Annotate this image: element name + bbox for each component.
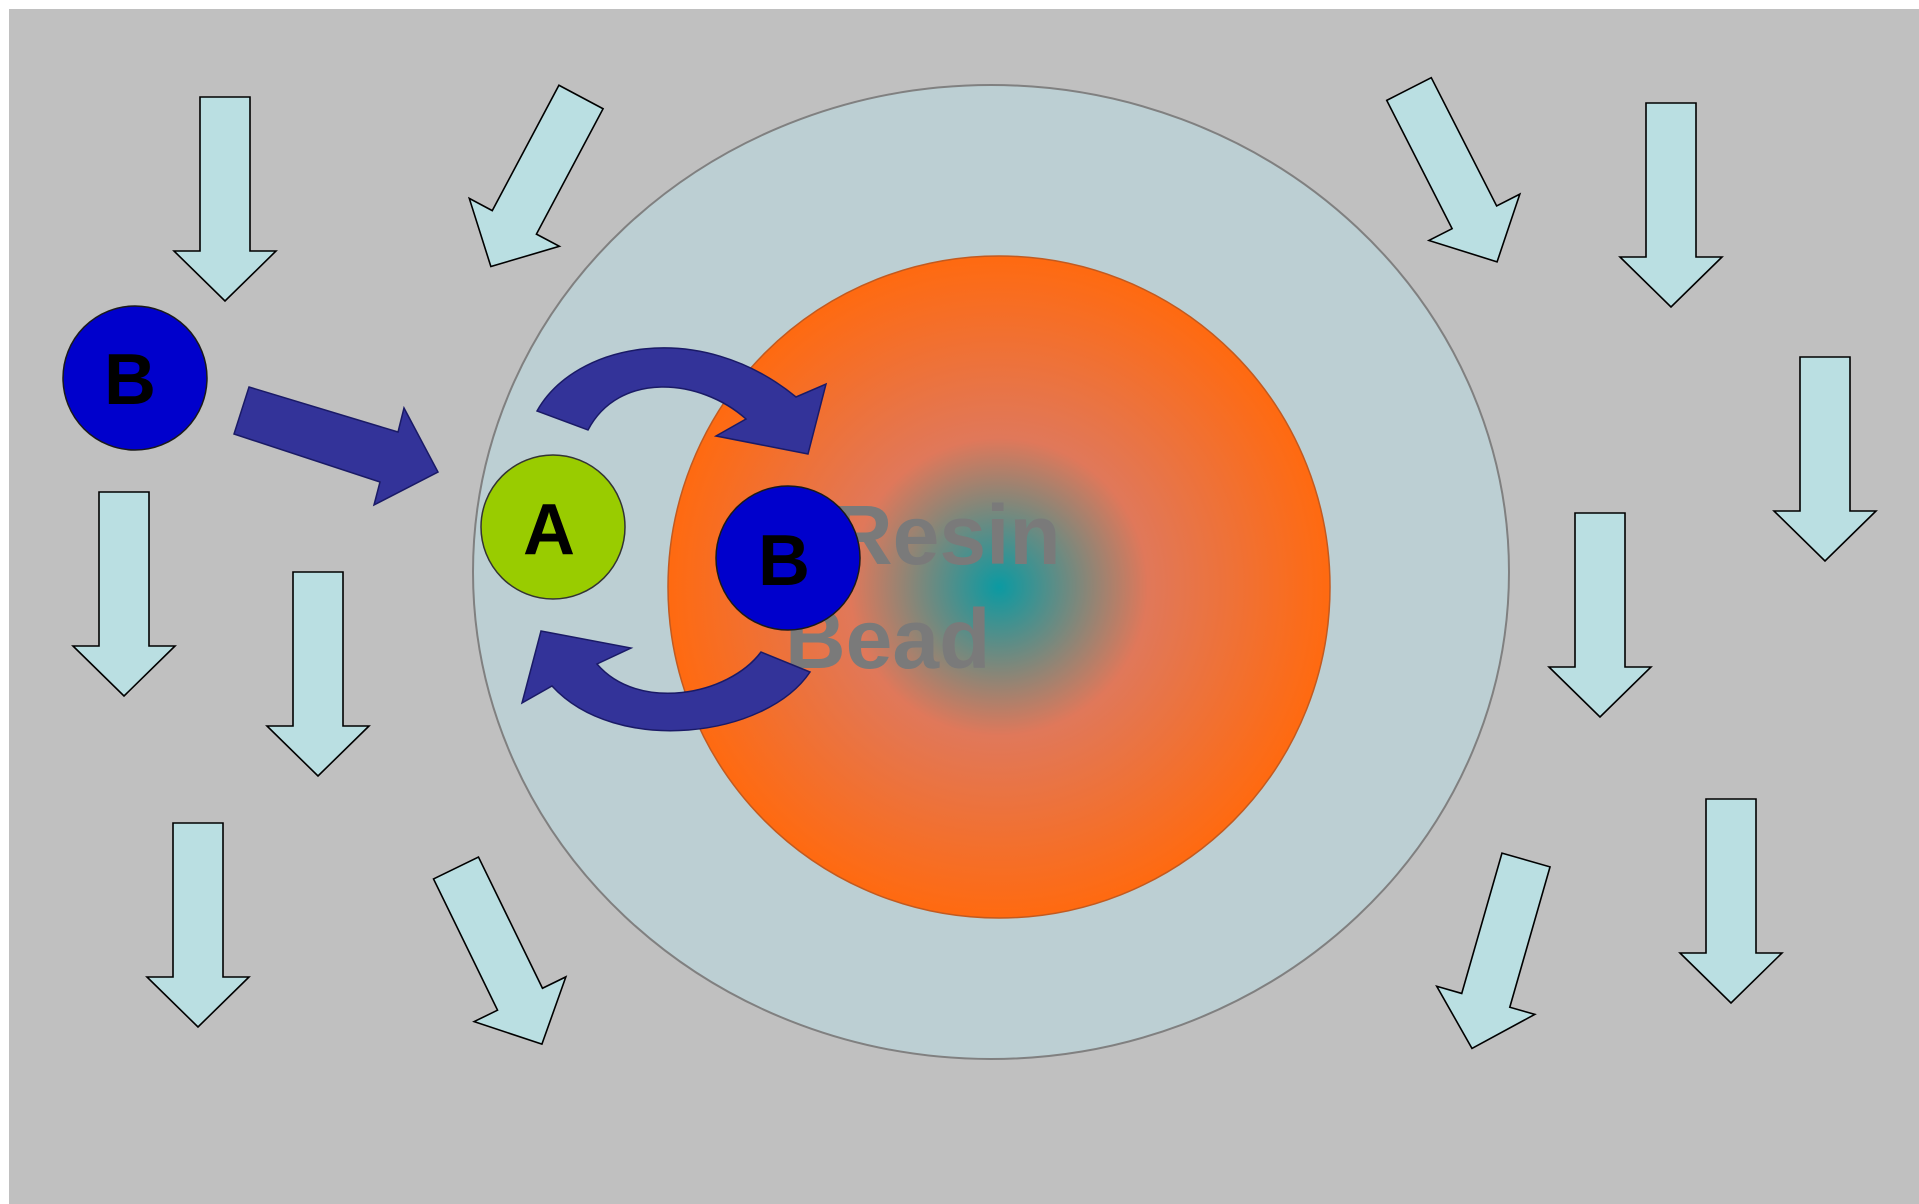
molecule-b-bound <box>715 485 861 631</box>
flow-arrow-icon <box>467 84 605 268</box>
approach-arrow <box>233 386 440 507</box>
molecule-b-free <box>62 305 208 451</box>
curved-arrow-top <box>535 347 828 455</box>
molecule-b-bound-label: B <box>758 521 810 601</box>
flow-arrow-icon <box>1678 798 1784 1005</box>
curved-arrow-bottom <box>520 630 812 732</box>
flow-arrow-icon <box>1547 512 1653 719</box>
flow-arrow-icon <box>1618 102 1724 309</box>
molecule-a-label: A <box>523 490 575 570</box>
molecule-b-free-label: B <box>104 340 156 420</box>
resin-bead <box>667 255 1331 919</box>
flow-arrow-icon <box>172 96 278 303</box>
flow-arrow-icon <box>265 571 371 778</box>
flow-arrow-icon <box>145 822 251 1029</box>
molecule-a <box>480 454 626 600</box>
flow-arrow-icon <box>1772 356 1878 563</box>
flow-arrow-icon <box>1385 76 1522 263</box>
resin-bead-label-line1: Resin <box>832 488 1061 582</box>
flow-arrow-icon <box>432 855 568 1046</box>
flow-arrow-icon <box>1435 852 1552 1050</box>
flow-arrows-group <box>71 76 1878 1050</box>
flow-arrow-icon <box>71 491 177 698</box>
